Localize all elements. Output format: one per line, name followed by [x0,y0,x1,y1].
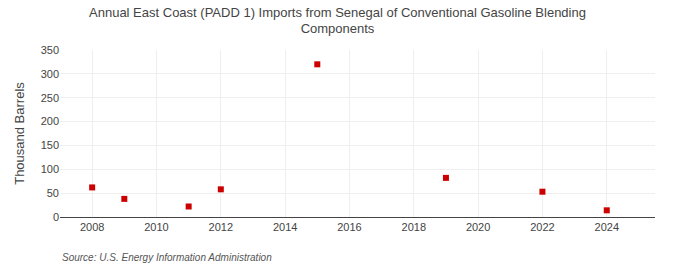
svg-text:250: 250 [41,92,59,104]
svg-text:2016: 2016 [337,221,361,233]
svg-text:2008: 2008 [80,221,104,233]
svg-text:150: 150 [41,139,59,151]
svg-text:300: 300 [41,68,59,80]
svg-text:200: 200 [41,115,59,127]
svg-text:2022: 2022 [530,221,554,233]
svg-text:2020: 2020 [466,221,490,233]
svg-text:Source: U.S. Energy Informatio: Source: U.S. Energy Information Administ… [62,252,272,263]
svg-text:Annual East Coast (PADD 1) Imp: Annual East Coast (PADD 1) Imports from … [89,5,586,37]
svg-text:2012: 2012 [209,221,233,233]
svg-text:50: 50 [47,187,59,199]
svg-text:2024: 2024 [595,221,619,233]
svg-text:350: 350 [41,44,59,56]
svg-text:Thousand Barrels: Thousand Barrels [12,82,27,185]
svg-text:2014: 2014 [273,221,297,233]
svg-text:2018: 2018 [402,221,426,233]
svg-text:100: 100 [41,163,59,175]
svg-text:2010: 2010 [144,221,168,233]
svg-text:0: 0 [53,211,59,223]
